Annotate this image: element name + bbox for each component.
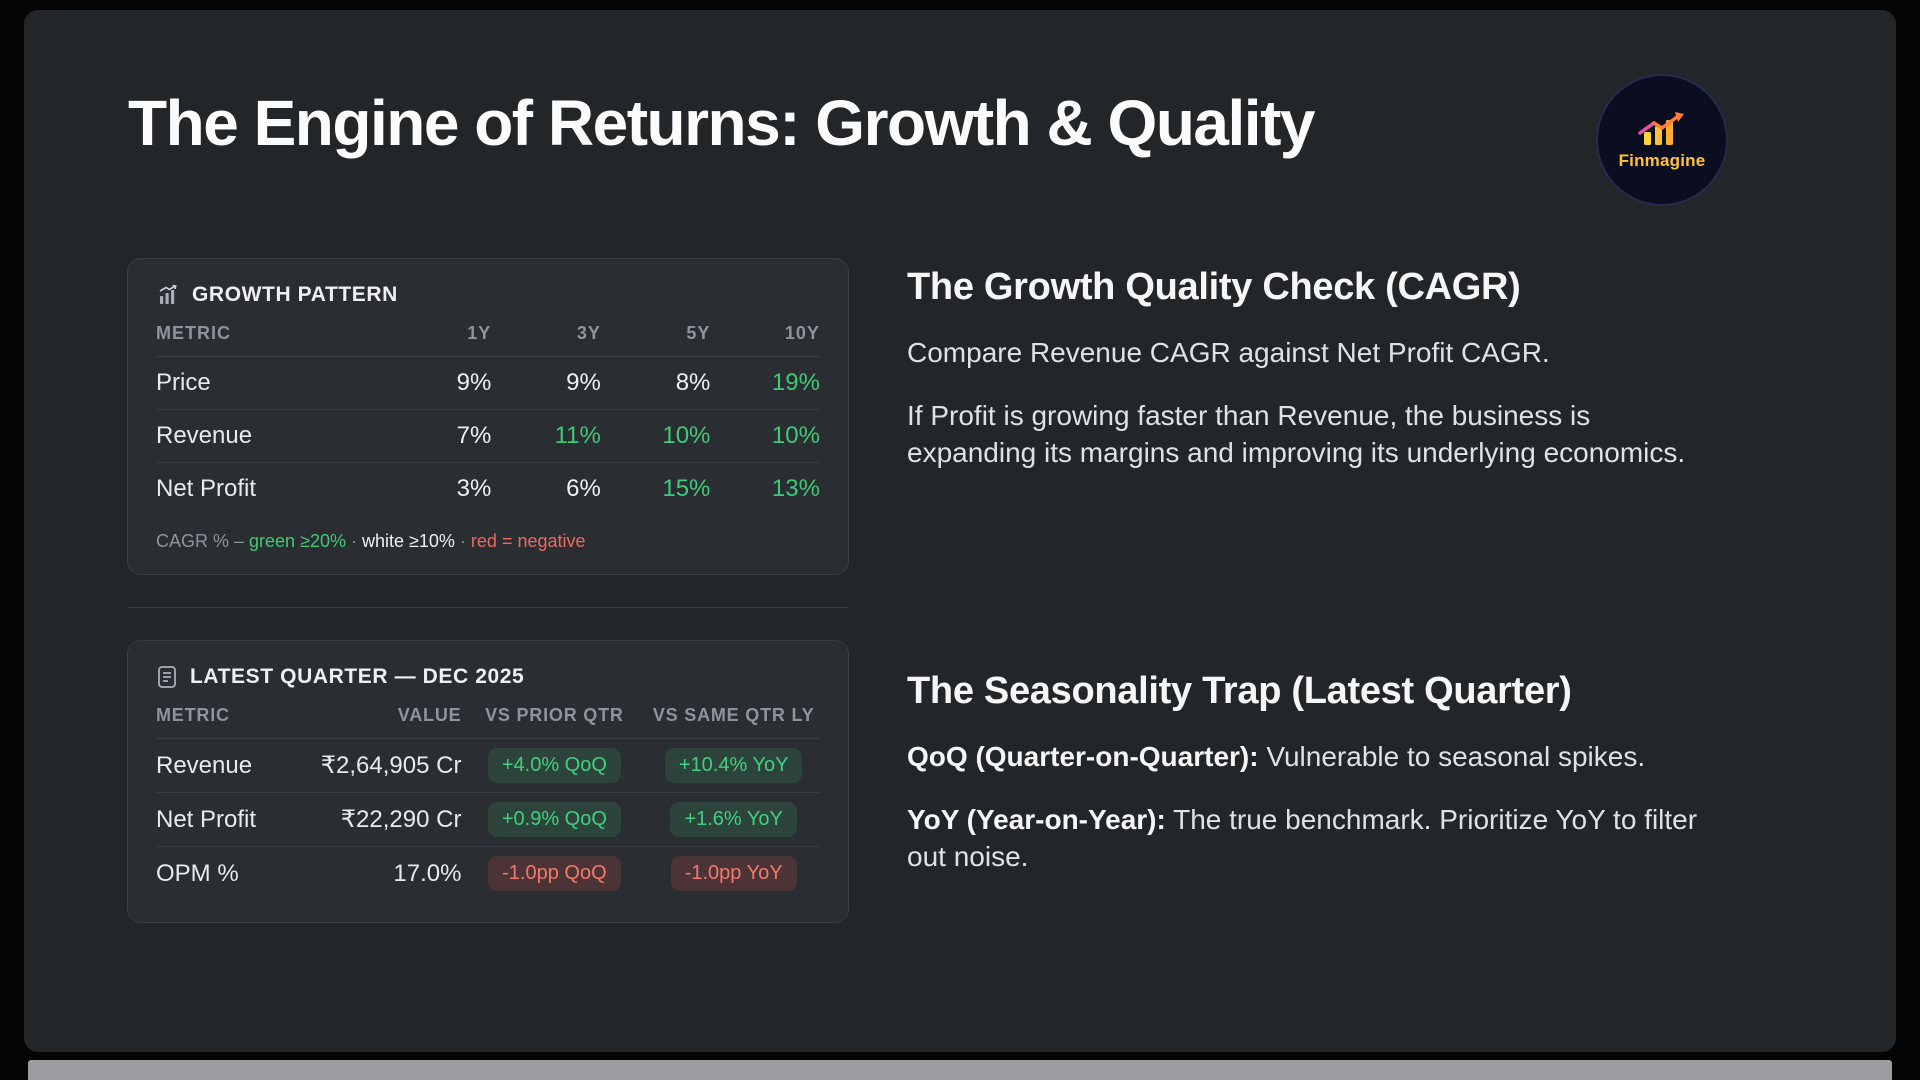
cagr-value: 13% xyxy=(771,475,820,502)
paragraph: YoY (Year-on-Year): The true benchmark. … xyxy=(907,803,1698,872)
metric-value: 17.0% xyxy=(393,859,462,887)
cagr-value: 8% xyxy=(675,369,711,396)
right-column: The Growth Quality Check (CAGR) Compare … xyxy=(907,266,1707,872)
cagr-value: 10% xyxy=(771,422,820,449)
cagr-value: 9% xyxy=(456,369,492,396)
card-header: LATEST QUARTER — DEC 2025 xyxy=(156,665,820,689)
column-header: VS PRIOR QTR xyxy=(485,705,624,725)
cagr-value: 7% xyxy=(456,422,492,449)
metric-value: ₹22,290 Cr xyxy=(340,806,462,833)
row-label: OPM % xyxy=(156,859,239,887)
paragraph: Compare Revenue CAGR against Net Profit … xyxy=(907,337,1550,368)
paragraph-lead: QoQ (Quarter-on-Quarter): xyxy=(907,741,1259,772)
table-row: OPM % 17.0% -1.0pp QoQ -1.0pp YoY xyxy=(156,846,820,900)
cagr-legend: CAGR % – green ≥20% · white ≥10% · red =… xyxy=(156,531,820,552)
yoy-cell: +10.4% YoY xyxy=(647,748,820,783)
row-label: Revenue xyxy=(156,751,253,779)
card-header: GROWTH PATTERN xyxy=(156,283,820,307)
bottom-frame-bar xyxy=(28,1060,1892,1080)
paragraph: If Profit is growing faster than Revenue… xyxy=(907,399,1686,468)
column-header: 10Y xyxy=(784,323,820,343)
logo-chart-icon xyxy=(1638,111,1684,145)
row-label: Net Profit xyxy=(156,805,257,833)
column-header: VS SAME QTR LY xyxy=(652,705,815,725)
cagr-value: 19% xyxy=(771,369,820,396)
prior-cell: +0.9% QoQ xyxy=(461,802,647,837)
yoy-chip: +1.6% YoY xyxy=(670,802,797,837)
growth-table-body: Price 9% 9% 8% 19% Revenue 7% 11% 10% 10% Net Prof… xyxy=(156,356,820,515)
column-header: VALUE xyxy=(397,705,462,725)
growth-paragraphs: Compare Revenue CAGR against Net Profit … xyxy=(907,335,1707,472)
yoy-cell: -1.0pp YoY xyxy=(647,856,820,891)
table-row: Net Profit ₹22,290 Cr +0.9% QoQ +1.6% YoY xyxy=(156,792,820,846)
legend-part: · xyxy=(454,531,471,551)
cagr-value: 10% xyxy=(662,422,711,449)
legend-part: CAGR % – xyxy=(156,531,250,551)
left-column: GROWTH PATTERN METRIC 1Y 3Y 5Y 10Y Price 9% 9%… xyxy=(127,258,849,923)
table-row: Revenue 7% 11% 10% 10% xyxy=(156,409,820,462)
slide: The Engine of Returns: Growth & Quality … xyxy=(24,10,1896,1052)
row-label: Revenue xyxy=(156,422,253,449)
quarter-table-header: METRIC VALUE VS PRIOR QTR VS SAME QTR LY xyxy=(156,705,820,738)
seasonality-block: The Seasonality Trap (Latest Quarter) Qo… xyxy=(907,670,1707,876)
paragraph: QoQ (Quarter-on-Quarter): Vulnerable to … xyxy=(907,741,1646,772)
growth-quality-heading: The Growth Quality Check (CAGR) xyxy=(907,266,1521,308)
legend-part: green ≥20% xyxy=(249,531,346,551)
legend-part: red = negative xyxy=(470,531,586,551)
logo-text: Finmagine xyxy=(1618,150,1706,170)
seasonality-paragraphs: QoQ (Quarter-on-Quarter): Vulnerable to … xyxy=(907,739,1707,876)
card-title: GROWTH PATTERN xyxy=(192,283,398,306)
paragraph-lead: YoY (Year-on-Year): xyxy=(907,803,1166,835)
prior-chip: -1.0pp QoQ xyxy=(488,856,621,891)
prior-cell: +4.0% QoQ xyxy=(461,748,647,783)
cagr-value: 15% xyxy=(662,475,711,502)
legend-part: · xyxy=(345,531,362,551)
prior-chip: +0.9% QoQ xyxy=(487,802,621,837)
cagr-value: 11% xyxy=(554,422,601,449)
cagr-value: 6% xyxy=(566,475,601,502)
table-row: Revenue ₹2,64,905 Cr +4.0% QoQ +10.4% YoY xyxy=(156,738,820,792)
growth-pattern-card: GROWTH PATTERN METRIC 1Y 3Y 5Y 10Y Price 9% 9%… xyxy=(127,258,849,575)
column-header: 3Y xyxy=(576,323,601,343)
column-header: METRIC xyxy=(156,705,230,725)
page-title: The Engine of Returns: Growth & Quality xyxy=(128,87,1315,159)
column-header: METRIC xyxy=(156,323,231,343)
seasonality-heading: The Seasonality Trap (Latest Quarter) xyxy=(907,670,1572,712)
yoy-chip: -1.0pp YoY xyxy=(670,856,797,891)
latest-quarter-card: LATEST QUARTER — DEC 2025 METRIC VALUE VS … xyxy=(127,640,849,923)
cagr-value: 9% xyxy=(566,369,601,396)
legend-part: white ≥10% xyxy=(361,531,455,551)
row-label: Net Profit xyxy=(156,475,257,502)
row-label: Price xyxy=(156,369,211,396)
growth-quality-block: The Growth Quality Check (CAGR) Compare … xyxy=(907,266,1707,472)
table-row: Price 9% 9% 8% 19% xyxy=(156,356,820,409)
quarter-table-body: Revenue ₹2,64,905 Cr +4.0% QoQ +10.4% YoY Ne… xyxy=(156,738,820,900)
yoy-cell: +1.6% YoY xyxy=(647,802,820,837)
column-header: 1Y xyxy=(467,323,492,343)
metric-value: ₹2,64,905 Cr xyxy=(320,752,462,779)
cagr-value: 3% xyxy=(456,475,492,502)
section-divider xyxy=(129,607,847,608)
growth-table-header: METRIC 1Y 3Y 5Y 10Y xyxy=(156,323,820,356)
prior-cell: -1.0pp QoQ xyxy=(461,856,647,891)
finmagine-logo: Finmagine xyxy=(1596,74,1728,206)
yoy-chip: +10.4% YoY xyxy=(664,748,803,783)
growth-chart-icon xyxy=(156,283,180,307)
card-title: LATEST QUARTER — DEC 2025 xyxy=(190,665,525,688)
quarter-report-icon xyxy=(156,665,178,689)
prior-chip: +4.0% QoQ xyxy=(487,748,621,783)
column-header: 5Y xyxy=(686,323,711,343)
table-row: Net Profit 3% 6% 15% 13% xyxy=(156,462,820,515)
